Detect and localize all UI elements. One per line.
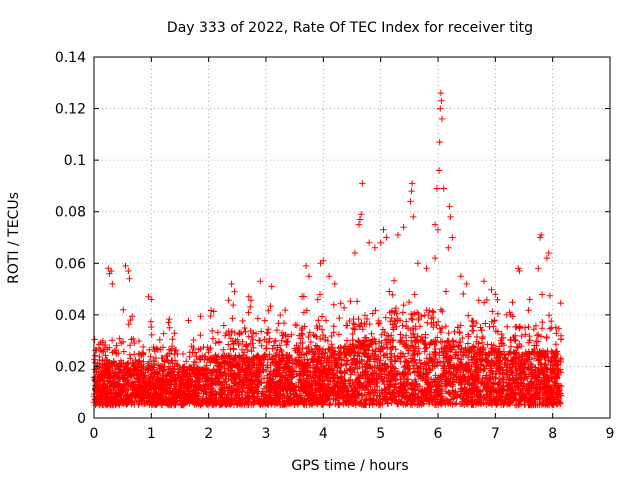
ticks-layer: 0 1 2 3 4 5 6 7 8 9 0 0.02 0.04 0.06 0.08 0.1 0.12 0.14 xyxy=(55,50,615,442)
x-tick-label: 3 xyxy=(262,426,271,442)
chart-title: Day 333 of 2022, Rate Of TEC Index for r… xyxy=(167,20,533,36)
y-tick-label: 0.1 xyxy=(64,153,86,169)
x-tick-label: 7 xyxy=(491,426,500,442)
y-tick-label: 0 xyxy=(77,411,86,427)
y-tick-label: 0.02 xyxy=(55,359,86,375)
y-tick-label: 0.12 xyxy=(55,102,86,118)
x-tick-label: 1 xyxy=(147,426,156,442)
points-layer xyxy=(90,89,565,409)
x-tick-label: 6 xyxy=(434,426,443,442)
y-tick-label: 0.06 xyxy=(55,256,86,272)
y-axis-label: ROTI / TECUs xyxy=(6,192,22,284)
plot-frame xyxy=(93,56,611,419)
y-tick-label: 0.14 xyxy=(55,50,86,66)
y-tick-label: 0.08 xyxy=(55,205,86,221)
x-tick-label: 5 xyxy=(376,426,385,442)
y-tick-label: 0.04 xyxy=(55,308,86,324)
scatter-points xyxy=(90,89,565,409)
x-tick-label: 9 xyxy=(606,426,615,442)
x-tick-label: 8 xyxy=(548,426,557,442)
x-axis-label: GPS time / hours xyxy=(291,458,408,474)
x-tick-label: 2 xyxy=(204,426,213,442)
x-tick-label: 4 xyxy=(319,426,328,442)
x-tick-label: 0 xyxy=(90,426,99,442)
